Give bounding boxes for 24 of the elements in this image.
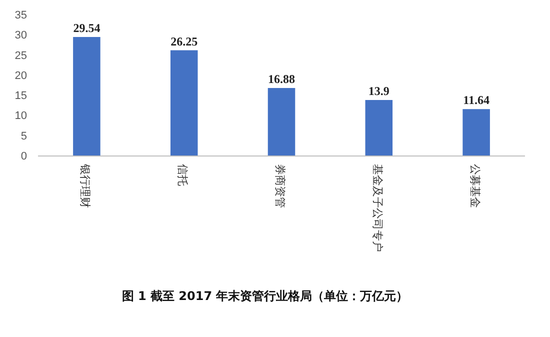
bar <box>462 109 490 156</box>
y-tick-label: 0 <box>20 150 27 163</box>
bar <box>365 100 393 156</box>
x-tick-label: 券商资管 <box>274 164 286 208</box>
y-tick-label: 30 <box>14 30 27 42</box>
x-tick-label: 公募基金 <box>468 164 482 208</box>
data-label: 16.88 <box>268 72 295 86</box>
x-tick-label: 基金及子公司专户 <box>370 164 384 252</box>
data-label: 13.9 <box>368 84 390 98</box>
data-label: 29.54 <box>73 20 100 35</box>
bar <box>170 50 198 156</box>
bar <box>73 36 100 156</box>
text: 图 1 截至 2017 年末资管行业格局（单位：万亿元） <box>122 289 408 303</box>
data-label: 26.25 <box>170 34 198 48</box>
y-tick-label: 15 <box>14 90 27 102</box>
y-tick-label: 20 <box>14 70 27 82</box>
x-tick-label: 信托 <box>176 164 190 186</box>
bar <box>268 88 296 156</box>
y-tick-label: 25 <box>14 50 27 62</box>
data-label: 11.64 <box>463 93 490 108</box>
y-tick-label: 10 <box>14 110 27 122</box>
x-tick-label: 银行理财 <box>78 163 92 208</box>
y-tick-label: 5 <box>20 130 27 142</box>
y-tick-label: 35 <box>14 10 27 22</box>
